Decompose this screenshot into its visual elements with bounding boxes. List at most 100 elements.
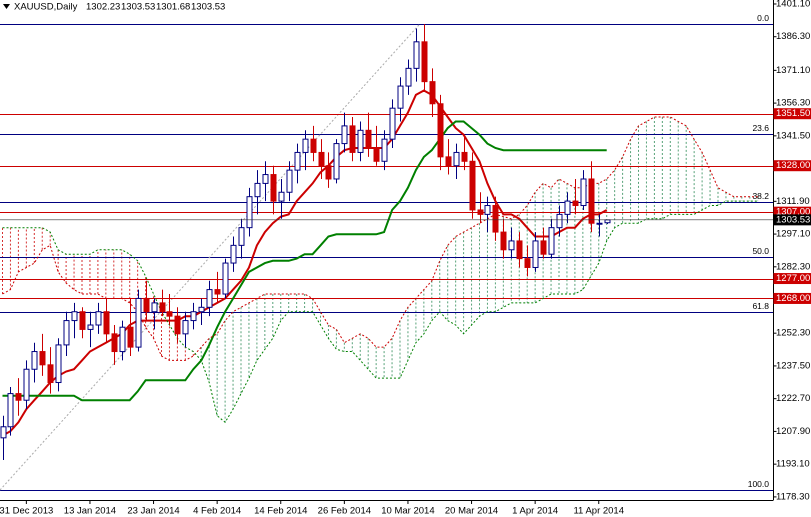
y-tick-label: 1282.30 [776, 261, 810, 272]
candle-body [357, 129, 364, 153]
candle-body [182, 320, 189, 335]
candle-body [71, 311, 78, 322]
candle-body [135, 297, 142, 348]
candle-body [87, 324, 94, 330]
candle-body [246, 196, 253, 229]
candle-body [445, 156, 452, 167]
candle-body [484, 205, 491, 215]
fib-label: 100.0 [748, 479, 770, 489]
candle-body [580, 178, 587, 207]
candle-body [262, 174, 269, 184]
candle-body [604, 219, 611, 224]
menu-triangle[interactable] [3, 4, 10, 9]
y-tick-label: 1222.70 [776, 393, 810, 404]
y-tick-label: 1193.10 [776, 459, 810, 470]
candle-body [302, 138, 309, 153]
candle-body [238, 227, 245, 246]
candle-body [31, 351, 38, 370]
x-tick-label: 4 Feb 2014 [193, 506, 241, 517]
indicator-line [2, 120, 607, 402]
x-tick-label: 1 Apr 2014 [512, 506, 558, 517]
fib-trend [0, 23, 421, 491]
y-tick-label: 1178.30 [776, 491, 810, 502]
candle-body [389, 107, 396, 140]
candle-body [47, 364, 54, 384]
candle-body [222, 262, 229, 295]
candle-body [254, 182, 261, 198]
candle-body [159, 302, 166, 313]
candle-body [500, 231, 507, 251]
y-tick-label: 1297.10 [776, 229, 810, 240]
candle-body [588, 178, 595, 224]
candle-body [540, 240, 547, 255]
candle-body [469, 160, 476, 211]
candle-body [572, 200, 579, 207]
level-box [773, 108, 811, 120]
candle-body [286, 169, 293, 193]
candle-body [333, 143, 340, 180]
candle-body [310, 138, 317, 153]
candle-body [294, 151, 301, 171]
candle-body [119, 326, 126, 353]
candle-body [429, 81, 436, 105]
x-tick-label: 10 Mar 2014 [381, 506, 434, 517]
candle-body [564, 200, 571, 215]
x-tick-label: 13 Jan 2014 [64, 506, 116, 517]
candle-body [492, 205, 499, 233]
level-box [773, 292, 811, 304]
price-box [773, 214, 811, 226]
candle-body [214, 289, 221, 295]
candle-body [0, 426, 7, 439]
indicator-line [2, 200, 758, 424]
level-label: 1268.00 [776, 293, 810, 304]
level-label: 1307.00 [776, 207, 810, 218]
y-tick-label: 1356.30 [776, 98, 810, 109]
y-tick-label: 1401.10 [776, 0, 810, 9]
level-label: 1277.00 [776, 273, 810, 284]
candle-body [477, 209, 484, 215]
plot-area: 0.0 23.6 38.2 50.0 61.8 100.0 [0, 13, 774, 491]
candle-body [365, 129, 372, 149]
candle-body [166, 311, 173, 317]
x-tick-label: 26 Feb 2014 [318, 506, 371, 517]
candle-body [39, 351, 46, 366]
fib-label: 38.2 [752, 191, 769, 201]
y-tick-label: 1386.30 [776, 31, 810, 42]
candle-body [413, 41, 420, 69]
candle-body [206, 289, 213, 308]
y-tick-label: 1311.90 [776, 196, 810, 207]
header-open: 1302.23 [86, 2, 120, 13]
header-high: 1303.53 [121, 2, 155, 13]
candle-body [548, 227, 555, 255]
candle-body [190, 311, 197, 322]
x-tick-label: 11 Apr 2014 [573, 506, 624, 517]
price-label: 1303.53 [776, 214, 810, 225]
candle-body [7, 393, 14, 428]
candle-body [405, 67, 412, 87]
candle-body [198, 306, 205, 313]
candle-body [397, 85, 404, 109]
level-box [773, 206, 811, 218]
header-close: 1303.53 [191, 2, 225, 13]
level-box [773, 160, 811, 172]
x-tick-label: 23 Jan 2014 [127, 506, 179, 517]
candle-body [151, 302, 158, 313]
candle-body [437, 103, 444, 158]
candle-body [325, 165, 332, 180]
level-label: 1328.00 [776, 160, 810, 171]
candle-body [95, 311, 102, 326]
candle-body [516, 240, 523, 260]
candle-body [174, 315, 181, 335]
candle-body [453, 151, 460, 167]
y-tick-label: 1237.50 [776, 360, 810, 371]
candle-body [270, 174, 277, 202]
candle-body [63, 320, 70, 346]
fib-label: 23.6 [752, 123, 769, 133]
candle-body [79, 311, 86, 330]
candle-body [508, 240, 515, 251]
x-tick-label: 14 Feb 2014 [254, 506, 307, 517]
header-low: 1301.68 [156, 2, 190, 13]
candle-body [461, 151, 468, 162]
